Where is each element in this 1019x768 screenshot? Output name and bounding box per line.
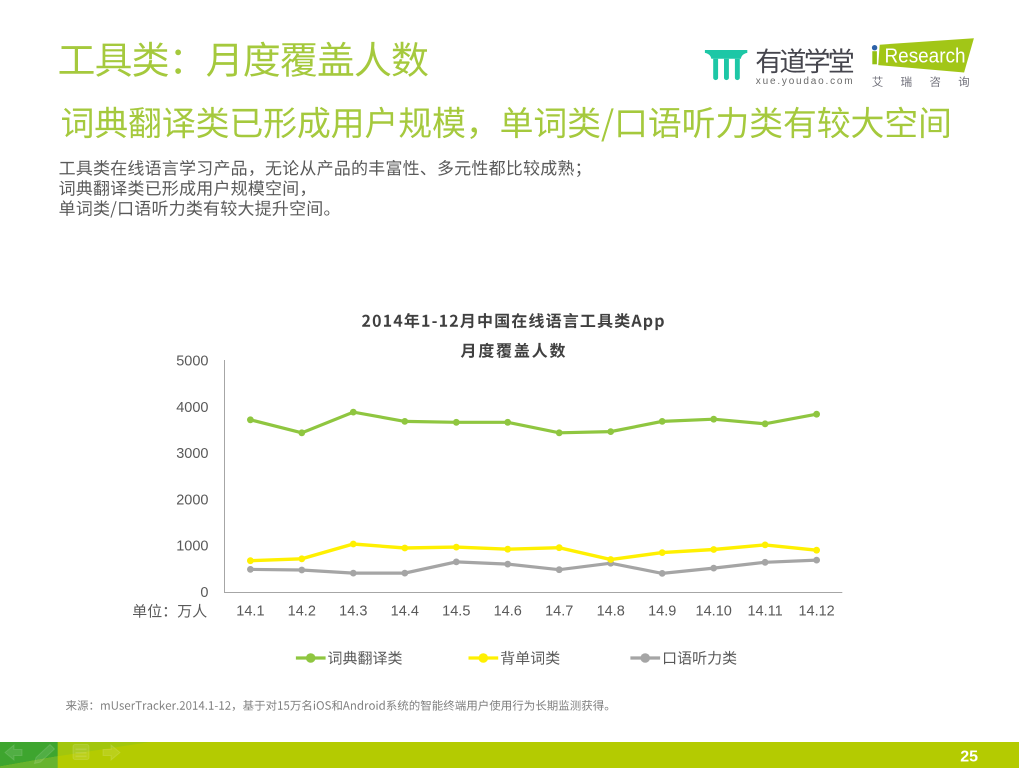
svg-text:14.9: 14.9 xyxy=(648,604,676,620)
svg-text:14.2: 14.2 xyxy=(288,604,316,620)
svg-text:14.12: 14.12 xyxy=(798,604,834,620)
svg-text:3000: 3000 xyxy=(176,446,208,462)
svg-text:1000: 1000 xyxy=(176,539,208,555)
svg-text:xue.youdao.com: xue.youdao.com xyxy=(756,76,855,87)
svg-text:14.4: 14.4 xyxy=(391,604,419,620)
svg-text:14.7: 14.7 xyxy=(545,604,573,620)
svg-text:14.3: 14.3 xyxy=(339,604,367,620)
svg-text:14.5: 14.5 xyxy=(442,604,470,620)
svg-text:14.6: 14.6 xyxy=(494,604,522,620)
svg-text:14.1: 14.1 xyxy=(236,604,264,620)
svg-text:4000: 4000 xyxy=(176,400,208,416)
svg-text:25: 25 xyxy=(960,748,978,765)
svg-text:14.8: 14.8 xyxy=(597,604,625,620)
svg-text:0: 0 xyxy=(200,585,208,601)
svg-text:2000: 2000 xyxy=(176,492,208,508)
svg-text:14.10: 14.10 xyxy=(696,604,732,620)
svg-text:14.11: 14.11 xyxy=(747,604,782,620)
svg-text:Research: Research xyxy=(885,45,966,67)
svg-text:5000: 5000 xyxy=(176,354,208,370)
